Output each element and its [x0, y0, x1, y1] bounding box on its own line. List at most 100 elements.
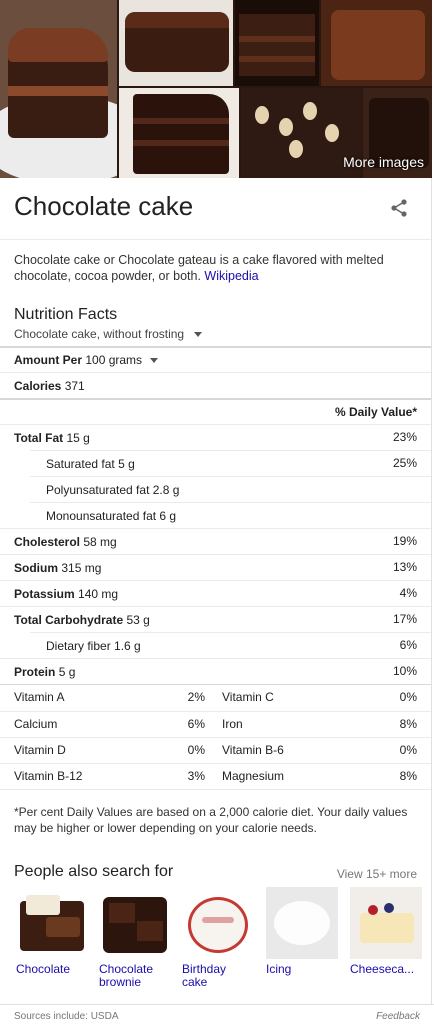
nutrient-row: Protein 5 g 10%	[0, 658, 431, 684]
description-text: Chocolate cake or Chocolate gateau is a …	[14, 253, 384, 283]
calories-label: Calories	[14, 378, 62, 393]
nutrient-label: Cholesterol	[14, 534, 81, 549]
nutrient-daily-value: 17%	[392, 612, 417, 626]
vitamin-daily-value: 2%	[187, 690, 205, 704]
vitamin-row: Vitamin A 2% Vitamin C 0%	[0, 685, 431, 711]
nutrient-row: Total Fat 15 g 23%	[0, 424, 431, 450]
vitamin-label: Calcium	[14, 717, 58, 731]
nutrient-label: Potassium	[14, 586, 75, 601]
image-cake-slice-dark[interactable]	[119, 88, 239, 178]
nutrient-label: Saturated fat	[46, 456, 115, 471]
chevron-down-icon	[150, 357, 159, 363]
vitamin-label: Vitamin B-6	[222, 743, 284, 757]
nutrient-label: Polyunsaturated fat	[46, 482, 150, 497]
related-search-label[interactable]: Birthday cake	[182, 962, 227, 989]
feedback-link[interactable]: Feedback	[376, 1011, 420, 1022]
nutrient-daily-value: 19%	[392, 534, 417, 548]
image-cake-decorated[interactable]	[241, 88, 361, 178]
nutrient-daily-value: 13%	[392, 560, 417, 574]
image-grid[interactable]: More images	[0, 0, 432, 178]
vitamin-label: Vitamin A	[14, 690, 65, 704]
chevron-down-icon	[194, 331, 203, 337]
nutrient-row: Total Carbohydrate 53 g 17%	[0, 606, 431, 632]
vitamin-row: Calcium 6% Iron 8%	[0, 711, 431, 737]
vitamin-daily-value: 8%	[399, 769, 417, 783]
related-search-item[interactable]: Chocolate	[16, 887, 88, 976]
nutrient-row: Saturated fat 5 g 25%	[0, 450, 431, 476]
vitamin-daily-value: 6%	[187, 717, 205, 731]
nutrient-amount: 140 mg	[78, 586, 119, 601]
nutrient-amount: 53 g	[126, 612, 150, 627]
vitamin-row: Vitamin B-12 3% Magnesium 8%	[0, 763, 431, 789]
more-images-link[interactable]: More images	[343, 154, 424, 170]
amount-per-label: Amount Per	[14, 353, 83, 367]
nutrient-row: Monounsaturated fat 6 g	[0, 502, 431, 528]
vitamin-daily-value: 0%	[187, 743, 205, 757]
nutrient-label: Monounsaturated fat	[46, 508, 157, 523]
image-cake-chocolate-slice[interactable]	[363, 88, 432, 178]
related-search-item[interactable]: Icing	[266, 887, 338, 976]
image-cake-whole[interactable]	[119, 0, 233, 86]
daily-value-header: % Daily Value*	[334, 405, 417, 419]
nutrient-row: Sodium 315 mg 13%	[0, 554, 431, 580]
amount-per-row[interactable]: Amount Per 100 grams	[0, 346, 431, 372]
nutrition-variant-label: Chocolate cake, without frosting	[14, 327, 185, 341]
related-search-label[interactable]: Chocolate	[16, 962, 71, 976]
related-search-item[interactable]: Chocolate brownie	[99, 887, 171, 989]
nutrient-label: Sodium	[14, 560, 58, 575]
nutrient-row: Dietary fiber 1.6 g 6%	[0, 632, 431, 658]
share-icon[interactable]	[389, 198, 409, 218]
vitamin-label: Magnesium	[222, 769, 285, 783]
related-search-item[interactable]: Birthday cake	[182, 887, 254, 989]
wikipedia-link[interactable]: Wikipedia	[204, 269, 259, 283]
related-search-label[interactable]: Chocolate brownie	[99, 962, 154, 989]
related-search-thumbnail[interactable]	[182, 887, 254, 959]
nutrition-variant-dropdown[interactable]: Chocolate cake, without frosting	[14, 327, 417, 341]
vitamin-label: Vitamin B-12	[14, 769, 83, 783]
title-row: Chocolate cake	[0, 178, 431, 240]
related-search-label[interactable]: Cheeseca...	[350, 962, 415, 976]
vitamin-daily-value: 0%	[399, 690, 417, 704]
vitamin-row: Vitamin D 0% Vitamin B-6 0%	[0, 737, 431, 763]
nutrient-daily-value: 23%	[392, 430, 417, 444]
nutrition-header: Nutrition Facts Chocolate cake, without …	[0, 300, 431, 346]
description: Chocolate cake or Chocolate gateau is a …	[0, 240, 431, 300]
calories-row: Calories 371	[0, 372, 431, 398]
knowledge-panel: More images Chocolate cake Chocolate cak…	[0, 0, 432, 1008]
vitamin-daily-value: 0%	[399, 743, 417, 757]
nutrient-label: Total Carbohydrate	[14, 612, 124, 627]
nutrient-amount: 15 g	[66, 430, 90, 445]
nutrient-amount: 58 mg	[83, 534, 117, 549]
nutrient-amount: 6 g	[159, 508, 177, 523]
page-title: Chocolate cake	[14, 191, 194, 221]
related-search-thumbnail[interactable]	[16, 887, 88, 959]
daily-value-footnote: *Per cent Daily Values are based on a 2,…	[0, 789, 431, 861]
nutrient-daily-value: 25%	[392, 456, 417, 470]
nutrient-amount: 1.6 g	[114, 638, 141, 653]
nutrient-label: Dietary fiber	[46, 638, 111, 653]
nutrient-daily-value: 6%	[399, 638, 417, 652]
related-search-thumbnail[interactable]	[99, 887, 171, 959]
people-also-search-section: People also search for View 15+ more Cho…	[0, 861, 431, 1021]
nutrient-amount: 315 mg	[61, 560, 102, 575]
calories-value: 371	[64, 378, 85, 393]
sources-footer: Sources include: USDA Feedback	[0, 1004, 434, 1030]
image-cake-layers[interactable]	[235, 0, 319, 86]
nutrient-amount: 5 g	[118, 456, 135, 471]
people-also-search-title: People also search for	[14, 863, 174, 880]
related-search-thumbnail[interactable]	[350, 887, 422, 959]
vitamin-label: Vitamin C	[222, 690, 274, 704]
nutrient-daily-value: 4%	[399, 586, 417, 600]
nutrient-rows: Total Fat 15 g 23% Saturated fat 5 g 25% Pol…	[0, 424, 431, 684]
nutrient-row: Cholesterol 58 mg 19%	[0, 528, 431, 554]
sources-label: Sources include: USDA	[14, 1011, 119, 1022]
amount-per-value: 100 grams	[85, 353, 143, 367]
nutrient-amount: 5 g	[58, 664, 76, 679]
related-search-item[interactable]: Cheeseca...	[350, 887, 422, 976]
view-more-link[interactable]: View 15+ more	[336, 867, 417, 881]
nutrient-daily-value: 10%	[392, 664, 417, 678]
image-cake-slice-plate[interactable]	[0, 0, 117, 178]
image-cake-frosted[interactable]	[321, 0, 432, 86]
related-search-label[interactable]: Icing	[266, 962, 292, 976]
related-search-thumbnail[interactable]	[266, 887, 338, 959]
